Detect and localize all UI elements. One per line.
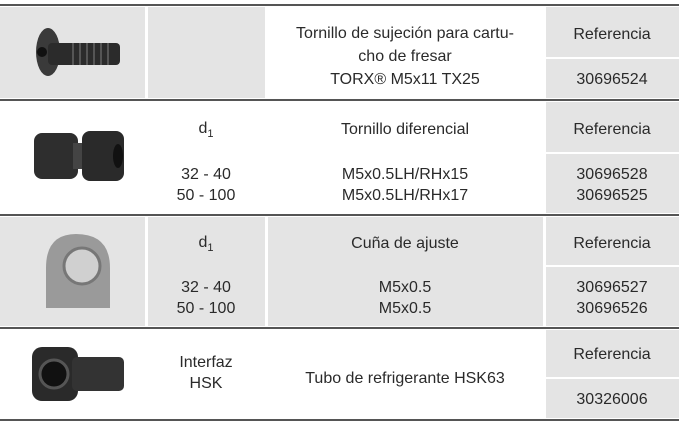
size: 32 - 40: [181, 279, 231, 296]
ref-number: 30696527: [576, 279, 648, 296]
spec: M5x0.5: [378, 300, 432, 317]
ref-number: 30326006: [576, 391, 648, 408]
separator: [546, 152, 679, 154]
cell: [546, 330, 679, 418]
spec: M5x0.5: [378, 279, 432, 296]
cell: [148, 217, 265, 326]
ref-number: 30696524: [576, 71, 648, 88]
description: Tornillo de sujeción para cartu-: [296, 25, 514, 42]
ref-number: 30696525: [576, 187, 648, 204]
differential-screw-image: [34, 131, 124, 181]
ref-header: Referencia: [573, 346, 651, 363]
d1-label: d1: [198, 234, 213, 254]
spec: M5x0.5LH/RHx15: [341, 166, 469, 183]
description: TORX® M5x11 TX25: [330, 71, 480, 88]
rule: [0, 419, 679, 421]
interface: Interfaz: [179, 354, 233, 371]
screw-image: [36, 28, 120, 76]
wedge-image: [46, 234, 110, 308]
d1-sub: 1: [207, 128, 214, 141]
separator: [546, 265, 679, 267]
d1-sub: 1: [207, 242, 214, 255]
spec: M5x0.5LH/RHx17: [341, 187, 469, 204]
ref-number: 30696528: [576, 166, 648, 183]
ref-number: 30696526: [576, 300, 648, 317]
size: 50 - 100: [176, 187, 236, 204]
interface: HSK: [189, 375, 223, 392]
description: cho de fresar: [358, 48, 452, 65]
cell: [148, 7, 265, 98]
d1-main: d: [198, 233, 208, 251]
rule: [0, 214, 679, 216]
description: Tubo de refrigerante HSK63: [305, 370, 505, 387]
rule: [0, 4, 679, 6]
separator: [546, 377, 679, 379]
d1-label: d1: [198, 120, 213, 140]
description: Tornillo diferencial: [340, 121, 470, 138]
cell: [546, 7, 679, 98]
separator: [546, 57, 679, 59]
description: Cuña de ajuste: [351, 235, 459, 252]
d1-main: d: [198, 119, 208, 137]
cell: [546, 102, 679, 213]
size: 32 - 40: [181, 166, 231, 183]
ref-header: Referencia: [573, 235, 651, 252]
cell: [268, 217, 543, 326]
cell: [546, 217, 679, 326]
coolant-tube-image: [32, 347, 124, 401]
rule: [0, 327, 679, 329]
ref-header: Referencia: [573, 26, 651, 43]
rule: [0, 99, 679, 101]
size: 50 - 100: [176, 300, 236, 317]
ref-header: Referencia: [573, 121, 651, 138]
